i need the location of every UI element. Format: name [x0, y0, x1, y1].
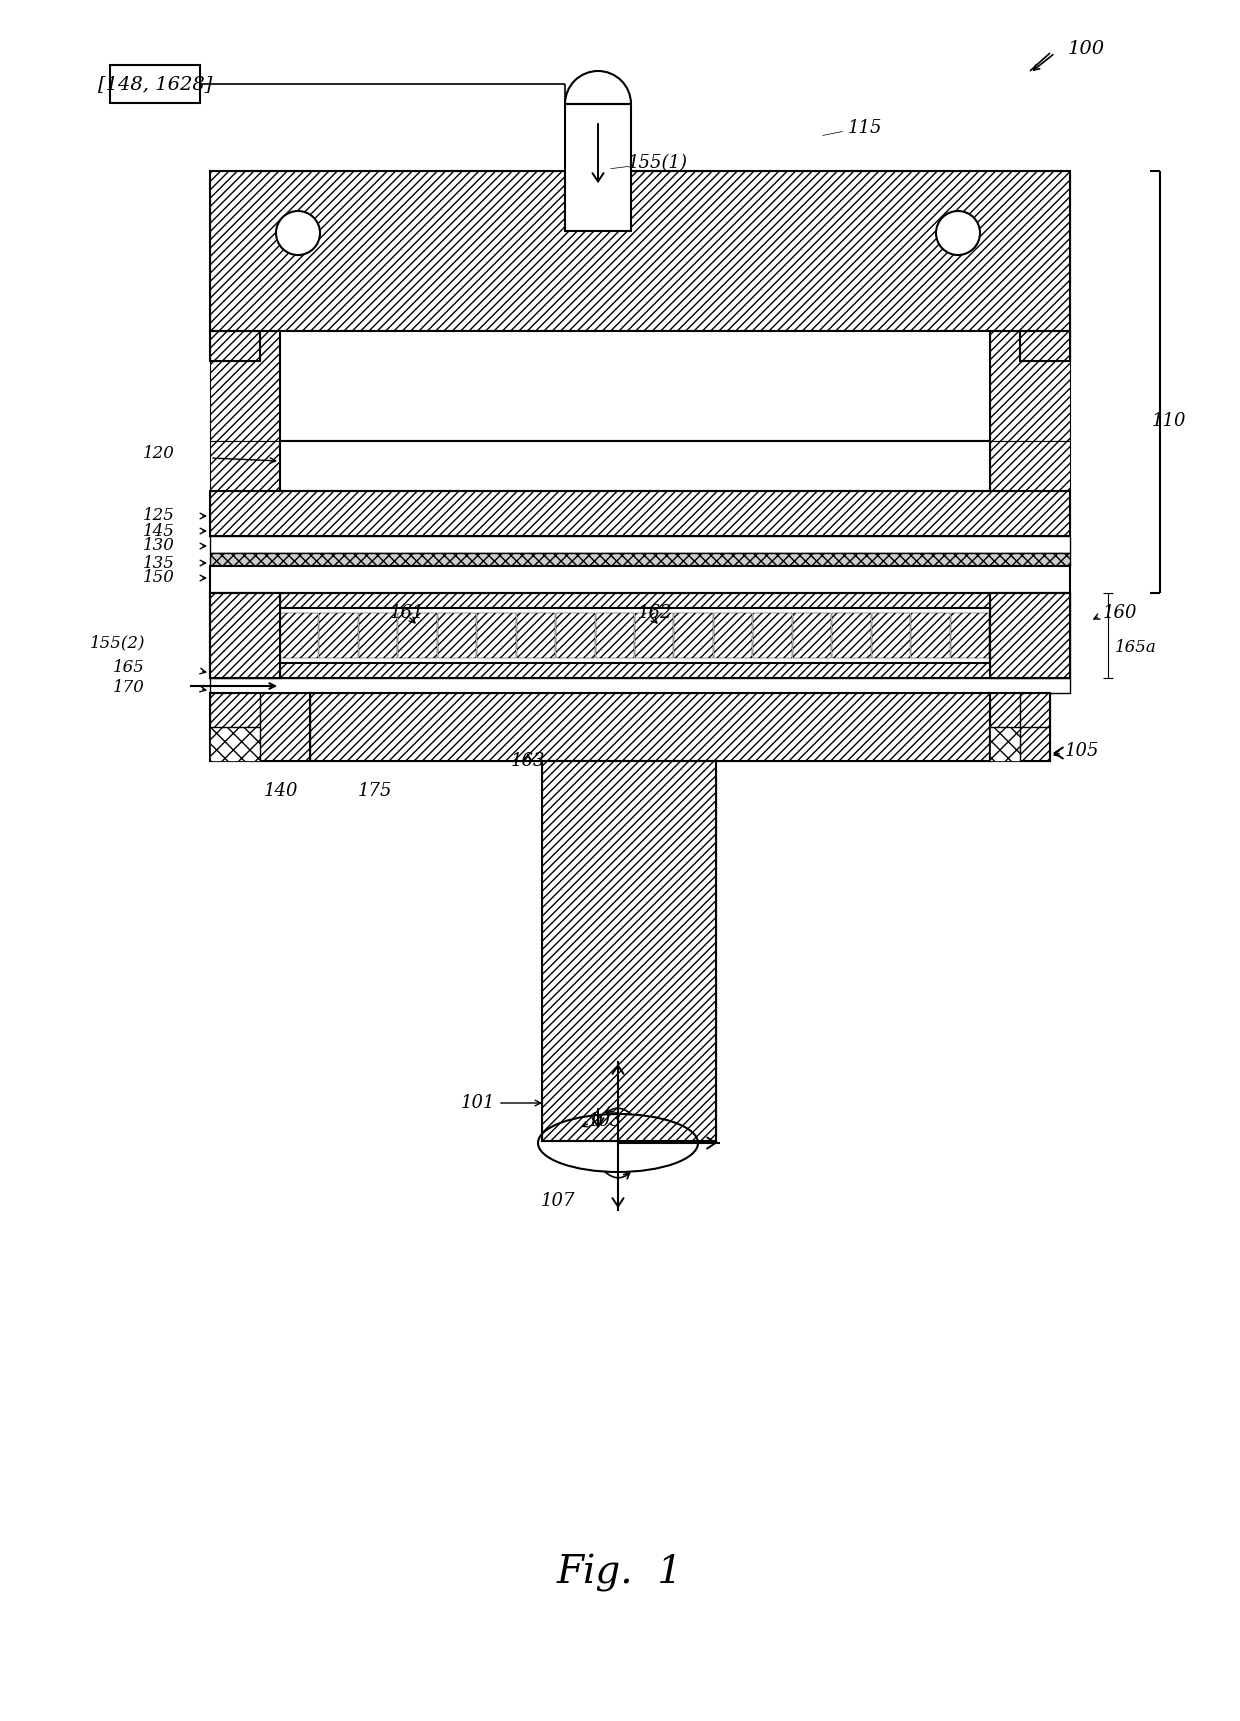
Bar: [792, 613, 831, 657]
Bar: [990, 594, 1070, 678]
Bar: [951, 613, 990, 657]
Bar: [1021, 330, 1070, 361]
Bar: [990, 441, 1070, 490]
Bar: [210, 552, 1070, 566]
Bar: [542, 761, 715, 1141]
Bar: [477, 613, 516, 657]
Text: 155(1): 155(1): [627, 153, 688, 172]
Bar: [210, 535, 1070, 552]
Circle shape: [936, 212, 980, 255]
Text: 165: 165: [113, 659, 145, 676]
Bar: [210, 170, 1070, 330]
Text: 110: 110: [1152, 411, 1187, 430]
Bar: [210, 490, 1070, 535]
Bar: [832, 613, 870, 657]
Bar: [210, 678, 1070, 694]
Bar: [911, 613, 950, 657]
Text: 101: 101: [460, 1095, 495, 1112]
Bar: [398, 613, 436, 657]
Text: 150: 150: [143, 570, 175, 587]
Bar: [310, 694, 990, 761]
Bar: [1021, 330, 1070, 361]
Bar: [210, 678, 1070, 694]
Bar: [280, 441, 990, 490]
Text: 163: 163: [511, 752, 546, 769]
Text: [148, 1628]: [148, 1628]: [98, 76, 212, 93]
Bar: [210, 330, 260, 361]
Bar: [542, 761, 715, 1141]
Bar: [635, 613, 673, 657]
Bar: [210, 594, 1070, 678]
Bar: [990, 694, 1050, 761]
Text: 162: 162: [639, 604, 672, 621]
Circle shape: [277, 212, 320, 255]
Text: 165a: 165a: [1115, 640, 1157, 656]
Bar: [310, 694, 990, 761]
Bar: [210, 594, 1070, 678]
Bar: [210, 170, 1070, 330]
Bar: [990, 694, 1050, 761]
Bar: [990, 594, 1070, 678]
Bar: [210, 566, 1070, 594]
Text: 103: 103: [588, 1112, 622, 1131]
Bar: [210, 566, 1070, 594]
Text: 170: 170: [113, 680, 145, 697]
Text: 161: 161: [391, 604, 424, 621]
Bar: [210, 594, 280, 678]
Bar: [210, 490, 1070, 535]
Bar: [872, 613, 910, 657]
Bar: [280, 613, 319, 657]
Text: 107: 107: [541, 1193, 575, 1210]
Bar: [556, 613, 594, 657]
Text: 115: 115: [848, 119, 883, 138]
Text: 105: 105: [1065, 742, 1100, 761]
Bar: [210, 552, 1070, 566]
Bar: [754, 613, 792, 657]
Bar: [210, 594, 280, 678]
Bar: [675, 613, 713, 657]
Bar: [280, 441, 990, 490]
Bar: [358, 613, 397, 657]
Bar: [714, 613, 753, 657]
Text: 175: 175: [358, 781, 393, 800]
Bar: [280, 330, 990, 441]
Bar: [210, 535, 1070, 552]
Text: 100: 100: [1068, 40, 1105, 59]
Bar: [595, 613, 634, 657]
Bar: [210, 694, 310, 761]
Text: Fig.  1: Fig. 1: [557, 1554, 683, 1592]
Bar: [110, 65, 200, 103]
Bar: [210, 330, 260, 361]
Text: 155(2): 155(2): [89, 635, 145, 652]
Bar: [210, 441, 280, 490]
Text: 135: 135: [143, 554, 175, 571]
Bar: [438, 613, 476, 657]
Bar: [210, 694, 310, 761]
Bar: [210, 330, 280, 441]
Bar: [565, 103, 631, 231]
Text: 120: 120: [143, 444, 175, 461]
Bar: [517, 613, 556, 657]
Bar: [210, 726, 260, 761]
Text: 125: 125: [143, 508, 175, 525]
Text: 160: 160: [1104, 604, 1137, 621]
Bar: [320, 613, 358, 657]
Text: 140: 140: [263, 781, 298, 800]
Bar: [280, 608, 990, 663]
Bar: [990, 726, 1021, 761]
Text: 145: 145: [143, 523, 175, 539]
Text: 130: 130: [143, 537, 175, 554]
Bar: [990, 330, 1070, 441]
